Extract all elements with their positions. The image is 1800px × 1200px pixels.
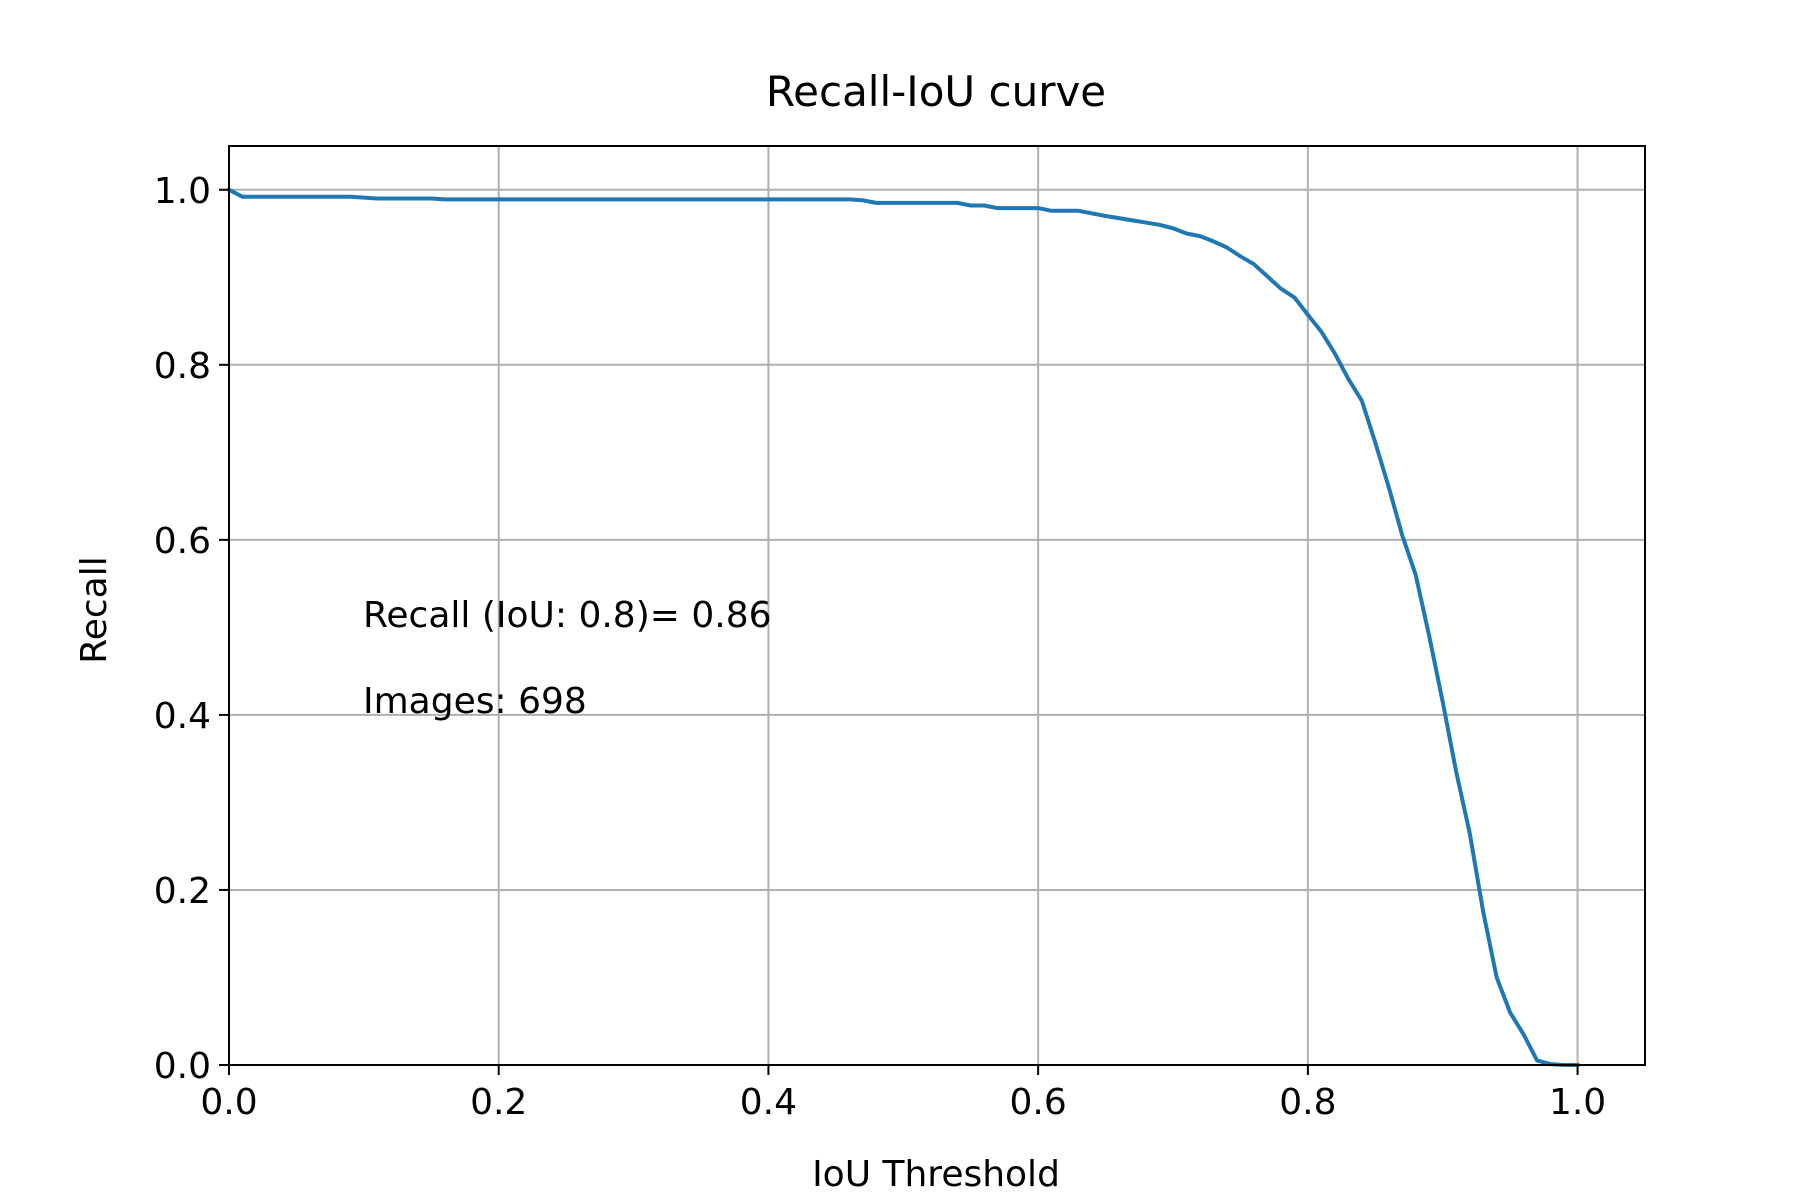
annotation-image-count: Images: 698 <box>363 681 587 722</box>
chart-title: Recall-IoU curve <box>766 67 1106 116</box>
x-axis-label: IoU Threshold <box>812 1154 1060 1195</box>
x-tick-label: 0.2 <box>470 1082 527 1123</box>
x-tick-label: 0.0 <box>200 1082 257 1123</box>
y-tick-label: 1.0 <box>154 171 211 212</box>
x-tick-label: 1.0 <box>1549 1082 1606 1123</box>
annotation-recall-at-iou: Recall (IoU: 0.8)= 0.86 <box>363 595 772 636</box>
y-tick-label: 0.6 <box>154 521 211 562</box>
plot-frame <box>228 145 1646 1066</box>
y-axis-ticks: 0.0 0.2 0.4 0.6 0.8 1.0 <box>154 171 229 1087</box>
x-tick-label: 0.8 <box>1279 1082 1336 1123</box>
y-tick-label: 0.4 <box>154 696 211 737</box>
x-tick-label: 0.4 <box>740 1082 797 1123</box>
recall-curve-line <box>226 187 1580 1067</box>
x-tick-label: 0.6 <box>1010 1082 1067 1123</box>
series-layer <box>226 187 1580 1067</box>
x-axis-ticks: 0.0 0.2 0.4 0.6 0.8 1.0 <box>200 1065 1606 1123</box>
y-tick-label: 0.8 <box>154 346 211 387</box>
y-tick-label: 0.2 <box>154 871 211 912</box>
y-axis-label: Recall <box>74 556 115 663</box>
y-tick-label: 0.0 <box>154 1046 211 1087</box>
